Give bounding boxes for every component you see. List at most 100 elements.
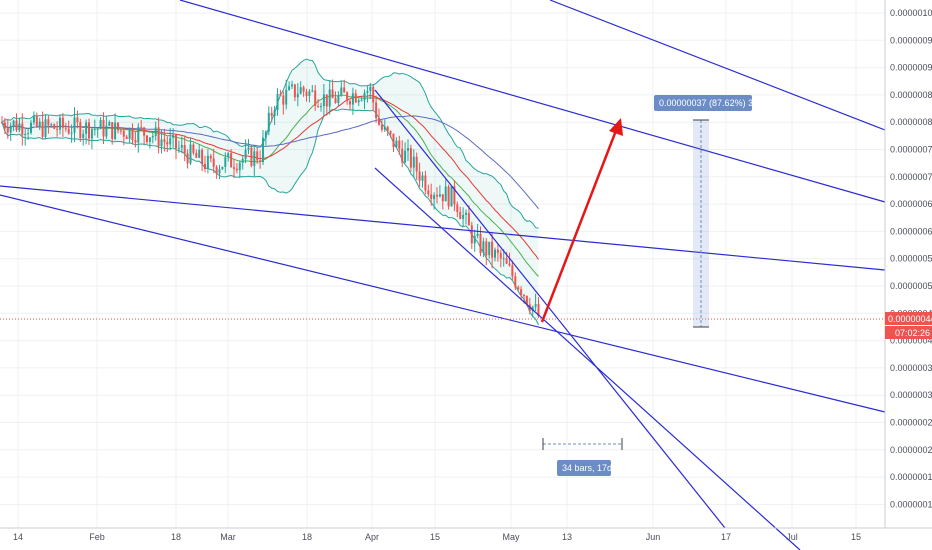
y-tick-label: 0.00000065 bbox=[890, 199, 932, 209]
candle bbox=[488, 241, 491, 259]
candle bbox=[459, 206, 462, 220]
candle-body bbox=[485, 241, 488, 256]
x-tick-label: Mar bbox=[220, 532, 236, 542]
candle bbox=[427, 184, 430, 197]
candle-body bbox=[27, 132, 30, 134]
countdown-tag bbox=[885, 326, 932, 339]
candle bbox=[392, 133, 395, 153]
candle bbox=[401, 140, 404, 168]
candle bbox=[93, 119, 96, 136]
range-tag bbox=[557, 460, 611, 476]
candle-body bbox=[456, 204, 459, 212]
candle bbox=[418, 162, 421, 187]
candle-body bbox=[264, 131, 267, 138]
candle bbox=[59, 114, 61, 135]
trendline-lower-channel bbox=[0, 194, 886, 413]
candle-body bbox=[427, 190, 430, 195]
candle bbox=[291, 80, 293, 89]
candle bbox=[369, 82, 372, 100]
candle bbox=[163, 128, 166, 152]
candle-body bbox=[21, 123, 24, 136]
candle bbox=[206, 149, 209, 174]
x-tick-label: Jul bbox=[786, 532, 798, 542]
candle-body bbox=[267, 112, 270, 132]
candle bbox=[331, 79, 334, 99]
candle bbox=[151, 131, 154, 144]
candle bbox=[82, 129, 85, 146]
candle-body bbox=[380, 124, 383, 130]
candle bbox=[67, 120, 70, 135]
drawing-tools[interactable] bbox=[0, 0, 886, 550]
candle-body bbox=[488, 241, 491, 256]
candle-body bbox=[525, 296, 528, 305]
candle-body bbox=[50, 124, 53, 126]
candle bbox=[349, 98, 351, 111]
candle bbox=[172, 128, 175, 147]
candle-body bbox=[444, 186, 447, 202]
x-tick-label: May bbox=[502, 532, 520, 542]
candle bbox=[114, 113, 117, 141]
candle-body bbox=[337, 95, 340, 104]
candle-body bbox=[331, 89, 334, 99]
candle-body bbox=[111, 122, 114, 139]
candle-body bbox=[192, 144, 195, 153]
candle bbox=[88, 118, 90, 145]
candle-body bbox=[346, 92, 349, 102]
candle-body bbox=[476, 233, 479, 237]
candle-body bbox=[160, 139, 163, 147]
time-axis[interactable]: 14 Feb 18 Mar 18 Apr 15 May 13 Jun 17 Jul 15 bbox=[0, 527, 932, 542]
candle-body bbox=[401, 148, 404, 163]
candle-body bbox=[227, 153, 230, 158]
candle bbox=[24, 129, 27, 146]
candle bbox=[485, 237, 488, 266]
candle-body bbox=[221, 166, 224, 170]
candle bbox=[520, 286, 523, 301]
candle-body bbox=[433, 195, 436, 200]
candle-body bbox=[436, 195, 438, 197]
candle bbox=[73, 107, 76, 143]
candle bbox=[146, 134, 148, 144]
candle bbox=[421, 171, 424, 188]
candle bbox=[21, 113, 24, 146]
measure-label: 0.00000037 (87.62%) 37 bbox=[659, 98, 758, 108]
candle bbox=[233, 159, 235, 179]
candle-body bbox=[224, 157, 227, 167]
candle-body bbox=[189, 144, 192, 164]
candle-body bbox=[450, 186, 453, 207]
candle bbox=[137, 123, 140, 153]
candle-body bbox=[363, 92, 366, 101]
candle-body bbox=[537, 304, 540, 317]
candle bbox=[180, 136, 183, 154]
candle bbox=[85, 119, 88, 145]
moving-averages bbox=[1, 94, 539, 277]
candle bbox=[12, 119, 15, 132]
candle-body bbox=[186, 153, 189, 164]
candle-body bbox=[282, 95, 285, 105]
candle bbox=[18, 118, 21, 133]
candle bbox=[47, 114, 50, 134]
candle-body bbox=[308, 91, 311, 96]
candle-body bbox=[125, 136, 128, 139]
candle-body bbox=[41, 121, 44, 137]
measure-tag bbox=[654, 95, 752, 111]
candle bbox=[253, 144, 256, 177]
candle bbox=[262, 129, 264, 166]
candle bbox=[404, 142, 407, 164]
candle-body bbox=[285, 89, 288, 105]
candle-body bbox=[82, 133, 85, 139]
candle-body bbox=[67, 128, 70, 134]
candle bbox=[50, 122, 53, 128]
candle bbox=[380, 120, 383, 133]
candle bbox=[157, 117, 160, 154]
candle-body bbox=[317, 105, 320, 107]
candle-body bbox=[334, 98, 337, 104]
candle-body bbox=[523, 295, 525, 297]
candle bbox=[183, 135, 186, 162]
candle-body bbox=[293, 84, 296, 98]
y-tick-label: 0.00000095 bbox=[890, 35, 932, 45]
candle-body bbox=[108, 122, 111, 126]
candle bbox=[366, 85, 369, 103]
